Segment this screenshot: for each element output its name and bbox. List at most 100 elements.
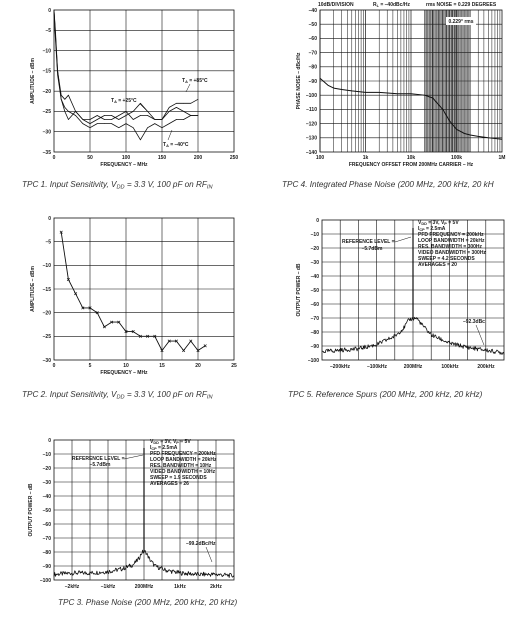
tpc1-data-point bbox=[60, 98, 62, 100]
tpc2-data-point bbox=[174, 339, 178, 343]
tpc2-data-point bbox=[138, 334, 142, 338]
tpc1-data-point bbox=[118, 119, 120, 120]
tpc1-data-point bbox=[68, 111, 69, 112]
tpc3-ytick-label: –20 bbox=[43, 466, 52, 472]
tpc3-marker-label: –99.2dBc/Hz bbox=[186, 541, 216, 547]
tpc3-ytick-label: –90 bbox=[43, 564, 52, 570]
tpc3-ytick-label: –70 bbox=[43, 536, 52, 542]
tpc5-ref-level-value: –5.7dBm bbox=[362, 246, 383, 252]
tpc1-data-point bbox=[140, 103, 141, 104]
tpc5-xtick-label: –100kHz bbox=[367, 364, 388, 370]
tpc1-data-point bbox=[55, 38, 56, 39]
tpc1-data-point bbox=[104, 119, 105, 120]
tpc1-ytick-label: –15 bbox=[43, 69, 52, 75]
tpc1-data-point bbox=[104, 123, 105, 124]
tpc2-plot bbox=[53, 217, 235, 361]
tpc5-ylabel: OUTPUT POWER – dB bbox=[296, 263, 302, 316]
tpc2-xtick-label: 20 bbox=[195, 363, 201, 369]
tpc1-data-point bbox=[64, 111, 66, 112]
tpc1-data-point bbox=[197, 115, 199, 116]
tpc1-data-point bbox=[75, 111, 76, 112]
tpc3-ytick-label: –40 bbox=[43, 494, 52, 500]
tpc1-data-point bbox=[125, 111, 127, 112]
tpc5-setting-text: VIDEO BANDWIDTH = 300Hz bbox=[418, 250, 486, 256]
tpc5-ytick-label: –40 bbox=[311, 274, 320, 280]
tpc2-xtick-label: 15 bbox=[159, 363, 165, 369]
tpc3-ref-leader bbox=[123, 454, 144, 460]
tpc1-data-point bbox=[68, 94, 69, 96]
tpc4-inset-bg bbox=[446, 17, 476, 25]
tpc1-series-line bbox=[53, 9, 198, 124]
tpc4-xtick-label: 10k bbox=[407, 155, 416, 161]
tpc4-ytick-label: –130 bbox=[306, 136, 317, 142]
tpc1-data-point bbox=[154, 123, 156, 124]
tpc1-data-point bbox=[168, 107, 170, 108]
tpc1-xtick-label: 200 bbox=[194, 155, 203, 161]
tpc1-data-point bbox=[183, 111, 184, 112]
tpc1-data-point bbox=[111, 119, 112, 120]
tpc2-series-line bbox=[60, 232, 206, 351]
tpc1-frame bbox=[53, 9, 235, 153]
tpc1-xtick-label: 100 bbox=[122, 155, 131, 161]
tpc5-ytick-label: –60 bbox=[311, 302, 320, 308]
tpc1-data-point bbox=[168, 111, 170, 112]
tpc2-data-point bbox=[153, 334, 157, 338]
tpc1-data-point bbox=[89, 123, 91, 124]
tpc1-data-point bbox=[140, 139, 141, 141]
tpc4-xtick-label: 1k bbox=[363, 155, 369, 161]
tpc1-data-point bbox=[132, 111, 134, 112]
tpc5-setting-text: LOOP BANDWIDTH = 20kHz bbox=[418, 238, 485, 244]
tpc5-ytick-label: –30 bbox=[311, 260, 320, 266]
tpc3-ytick-label: –100 bbox=[40, 578, 51, 584]
tpc2-data-point bbox=[59, 230, 63, 234]
tpc5-xtick-label: 200MHz bbox=[404, 364, 423, 370]
tpc1-data-point bbox=[96, 119, 98, 120]
tpc2-xtick-label: 10 bbox=[123, 363, 129, 369]
tpc3-xtick-label: –2kHz bbox=[65, 584, 80, 590]
tpc4-ytick-label: –120 bbox=[306, 121, 317, 127]
tpc3-setting-text: LOOP BANDWIDTH = 20kHz bbox=[150, 457, 217, 463]
tpc5-ytick-label: –80 bbox=[311, 330, 320, 336]
tpc5-marker-leader bbox=[475, 324, 485, 346]
tpc2-caption: TPC 2. Input Sensitivity, VDD = 3.3 V, 1… bbox=[22, 390, 213, 401]
tpc2-data-point bbox=[74, 292, 78, 296]
tpc3-xtick-label: 2kHz bbox=[210, 584, 222, 590]
tpc1-data-point bbox=[111, 123, 112, 124]
tpc5-ytick-label: –50 bbox=[311, 288, 320, 294]
tpc3-setting-text: VIDEO BANDWIDTH = 10Hz bbox=[150, 469, 216, 475]
tpc1-xlabel: FREQUENCY – MHz bbox=[100, 162, 148, 168]
tpc1-data-point bbox=[118, 115, 120, 116]
tpc2-data-point bbox=[160, 348, 164, 353]
tpc1-data-point bbox=[190, 115, 192, 116]
tpc1-data-point bbox=[68, 119, 69, 120]
tpc2-series-group bbox=[59, 230, 207, 353]
tpc1-xtick-label: 150 bbox=[158, 155, 167, 161]
tpc3-spectrum-group bbox=[53, 447, 235, 578]
tpc2-xtick-label: 0 bbox=[53, 363, 56, 369]
tpc1-data-point bbox=[57, 74, 58, 76]
tpc4-xtick-label: 1M bbox=[499, 155, 506, 161]
tpc1-ytick-label: –25 bbox=[43, 109, 52, 115]
tpc1-data-point bbox=[125, 123, 127, 124]
tpc1-data-point bbox=[168, 123, 170, 124]
tpc1-data-point bbox=[104, 115, 105, 116]
tpc1-plot bbox=[53, 9, 235, 153]
tpc5-ref-leader bbox=[394, 236, 412, 243]
tpc5-setting-text: VDD = 3V, VP = 5V bbox=[418, 220, 459, 226]
tpc1-temp-annotation: TA = +25°C bbox=[111, 98, 137, 104]
tpc2-data-point bbox=[95, 311, 99, 315]
tpc1-ytick-label: –35 bbox=[43, 150, 52, 156]
tpc2-ytick-label: –20 bbox=[43, 310, 52, 316]
tpc1-data-point bbox=[82, 119, 84, 120]
tpc1-annotation-leader bbox=[185, 83, 191, 93]
tpc2-xtick-label: 5 bbox=[89, 363, 92, 369]
tpc2-ytick-label: –30 bbox=[43, 358, 52, 364]
tpc5-setting-text: AVERAGES = 20 bbox=[418, 262, 457, 268]
tpc2-data-point bbox=[117, 320, 121, 324]
tpc3-ylabel: OUTPUT POWER – dB bbox=[28, 483, 34, 536]
tpc1-data-point bbox=[140, 115, 141, 116]
tpc3-xtick-label: 1kHz bbox=[174, 584, 186, 590]
tpc1-data-point bbox=[190, 103, 192, 104]
tpc1-data-point bbox=[60, 94, 62, 96]
tpc2-xtick-label: 25 bbox=[231, 363, 237, 369]
